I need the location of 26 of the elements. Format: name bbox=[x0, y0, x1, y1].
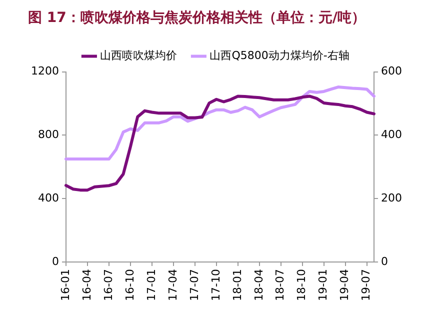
x-tick-label: 17-07 bbox=[188, 269, 201, 302]
y-tick-label: 1200 bbox=[30, 64, 59, 78]
x-tick-label: 16-01 bbox=[58, 269, 72, 302]
y-tick-label: 800 bbox=[38, 128, 59, 142]
x-tick-label: 19-01 bbox=[316, 269, 330, 302]
x-tick-label: 18-07 bbox=[274, 269, 287, 302]
y-tick-label: 0 bbox=[52, 254, 59, 268]
legend-label: 山西喷吹煤均价 bbox=[100, 49, 178, 62]
x-tick-label: 17-01 bbox=[144, 269, 158, 302]
y2-tick-label: 400 bbox=[381, 128, 402, 142]
x-tick-label: 19-07 bbox=[360, 269, 373, 302]
y2-tick-label: 600 bbox=[381, 64, 402, 78]
x-tick-label: 18-10 bbox=[295, 269, 308, 302]
y2-tick-label: 0 bbox=[381, 254, 388, 268]
y2-tick-label: 200 bbox=[381, 191, 402, 204]
x-tick-label: 16-10 bbox=[123, 269, 136, 302]
chart-title: 图 17：喷吹煤价格与焦炭价格相关性（单位：元/吨） bbox=[28, 9, 366, 26]
x-tick-label: 17-04 bbox=[166, 269, 180, 302]
x-tick-label: 16-04 bbox=[80, 269, 94, 302]
x-tick-label: 17-10 bbox=[209, 269, 222, 302]
x-tick-label: 18-01 bbox=[230, 269, 244, 302]
legend-label: 山西Q5800动力煤均价-右轴 bbox=[210, 49, 350, 62]
x-tick-label: 19-04 bbox=[338, 269, 352, 302]
y-tick-label: 400 bbox=[38, 191, 59, 204]
x-tick-label: 16-07 bbox=[102, 269, 115, 302]
x-tick-label: 18-04 bbox=[252, 269, 266, 302]
